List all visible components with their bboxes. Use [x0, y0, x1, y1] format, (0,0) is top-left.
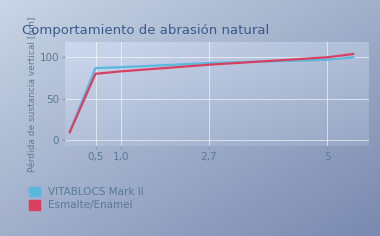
Text: Comportamiento de abrasión natural: Comportamiento de abrasión natural	[22, 24, 269, 37]
Legend: VITABLOCS Mark II, Esmalte/Enamel: VITABLOCS Mark II, Esmalte/Enamel	[27, 185, 146, 212]
Y-axis label: Pérdida de sustancia vertical [µm]: Pérdida de sustancia vertical [µm]	[27, 17, 36, 172]
